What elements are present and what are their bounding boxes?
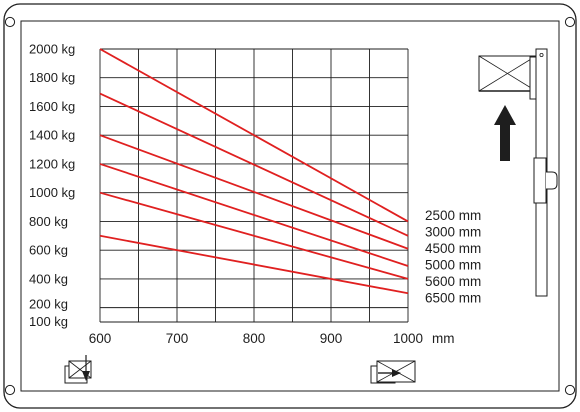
mounting-hole-icon xyxy=(564,16,576,28)
x-axis-labels: 600 700 800 900 1000 mm xyxy=(89,331,455,346)
y-tick-label: 200 kg xyxy=(29,297,68,312)
y-tick-label: 2000 kg xyxy=(29,42,75,57)
mounting-hole-icon xyxy=(4,384,16,396)
x-tick-label: 900 xyxy=(320,331,343,346)
x-tick-label: 800 xyxy=(243,331,266,346)
y-tick-label: 600 kg xyxy=(29,243,68,258)
capacity-line xyxy=(99,134,409,250)
x-tick-label: 700 xyxy=(166,331,189,346)
series-label: 5000 mm xyxy=(425,258,481,273)
y-tick-label: 1000 kg xyxy=(29,185,75,200)
y-axis-labels: 2000 kg 1800 kg 1600 kg 1400 kg 1200 kg 1000 … xyxy=(29,42,75,330)
inner-panel xyxy=(20,20,560,392)
up-arrow-icon xyxy=(494,105,516,161)
y-tick-label: 1400 kg xyxy=(29,128,75,143)
series-label: 6500 mm xyxy=(425,291,481,306)
x-tick-label: 1000 xyxy=(393,331,423,346)
capacity-lines xyxy=(99,48,409,295)
x-unit-label: mm xyxy=(432,331,455,346)
mounting-hole-icon xyxy=(564,384,576,396)
mounting-hole-icon xyxy=(4,16,16,28)
series-label: 2500 mm xyxy=(425,208,481,223)
capacity-line xyxy=(99,234,409,295)
capacity-line xyxy=(99,163,409,267)
series-label: 5600 mm xyxy=(425,274,481,289)
box-down-arrow-icon xyxy=(64,355,92,384)
y-tick-label: 1600 kg xyxy=(29,99,75,114)
capacity-line xyxy=(99,48,409,223)
capacity-line xyxy=(99,92,409,237)
y-tick-label: 100 kg xyxy=(29,314,68,329)
y-tick-label: 800 kg xyxy=(29,214,68,229)
mast-with-load-icon xyxy=(478,48,558,297)
x-tick-label: 600 xyxy=(89,331,112,346)
series-label: 3000 mm xyxy=(425,225,481,240)
y-tick-label: 1200 kg xyxy=(29,156,75,171)
y-tick-label: 1800 kg xyxy=(29,70,75,85)
series-label: 4500 mm xyxy=(425,241,481,256)
y-tick-label: 400 kg xyxy=(29,271,68,286)
capacity-line xyxy=(99,191,409,280)
box-right-arrow-icon xyxy=(370,360,416,384)
